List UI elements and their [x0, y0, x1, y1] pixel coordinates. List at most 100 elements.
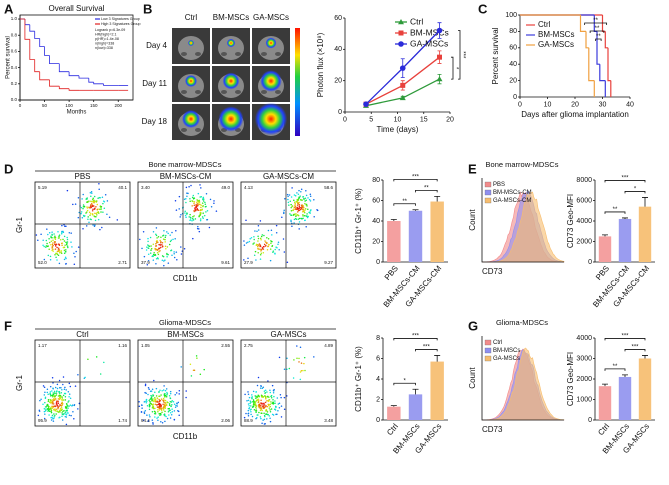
dot	[58, 234, 61, 236]
quadrant-percent: 52.0	[38, 260, 47, 265]
dot	[192, 218, 195, 221]
dot	[98, 196, 101, 199]
dot	[263, 423, 266, 425]
dot	[304, 197, 307, 200]
x-axis-label: Time (days)	[377, 125, 419, 134]
dot	[158, 250, 160, 253]
dot	[257, 394, 259, 397]
dot	[274, 248, 276, 251]
y-tick-label: 1000	[576, 396, 592, 403]
dot	[44, 401, 46, 404]
dot	[305, 194, 308, 197]
dot	[52, 409, 55, 411]
dot	[261, 403, 263, 405]
mouse-eye	[235, 52, 241, 56]
dot	[266, 418, 268, 420]
dot	[202, 217, 204, 220]
dot	[199, 203, 201, 206]
dot	[155, 404, 158, 406]
dot	[74, 256, 76, 258]
dot	[270, 394, 273, 397]
dot	[169, 234, 171, 236]
dot	[259, 407, 262, 410]
dot	[72, 411, 74, 413]
plot-frame	[137, 181, 234, 269]
dot	[96, 211, 99, 214]
dot	[258, 248, 260, 250]
dot	[40, 398, 42, 401]
dot	[274, 400, 276, 402]
legend-label: BM-MSCs	[493, 348, 520, 354]
dot	[155, 399, 157, 401]
dot	[51, 416, 53, 418]
dot	[91, 214, 94, 216]
dot	[256, 230, 258, 232]
dot	[141, 247, 143, 250]
dot	[267, 403, 270, 406]
dot	[170, 239, 173, 241]
x-axis-label: Days after glioma implantation	[521, 110, 629, 119]
dot	[81, 217, 84, 219]
dot	[52, 401, 54, 404]
dot	[257, 237, 260, 240]
marker	[400, 82, 406, 88]
dot	[278, 402, 281, 405]
dot	[196, 357, 198, 359]
dot	[156, 237, 158, 239]
dot	[59, 239, 62, 241]
x-tick-label: 20	[571, 101, 579, 108]
dot	[266, 391, 268, 393]
survival-step	[78, 75, 89, 79]
dot	[66, 189, 69, 192]
dot	[65, 389, 67, 391]
y-tick-label: 2	[376, 396, 380, 403]
dot	[302, 205, 305, 207]
dot	[160, 241, 162, 244]
dot	[198, 199, 200, 202]
dot	[51, 414, 54, 417]
dot	[52, 400, 54, 402]
dot	[59, 411, 61, 413]
dot	[51, 390, 53, 392]
dot	[151, 410, 154, 413]
dot	[61, 224, 63, 227]
dot	[286, 193, 289, 196]
dot	[190, 375, 193, 377]
dot	[147, 393, 149, 396]
dot	[52, 395, 54, 398]
mouse-eye	[221, 90, 227, 94]
dot	[180, 253, 183, 255]
dot	[166, 231, 168, 233]
dot	[144, 384, 147, 387]
dot	[57, 254, 60, 256]
dot	[167, 411, 170, 413]
dot	[99, 206, 102, 208]
dot	[269, 389, 271, 392]
annotation: n(high)=338	[95, 41, 114, 45]
dot	[185, 216, 187, 219]
dot	[148, 414, 151, 416]
dot	[283, 408, 286, 410]
dot	[158, 405, 161, 408]
dot	[162, 406, 165, 409]
dot	[57, 398, 60, 400]
error-bar	[642, 197, 648, 207]
dot	[56, 250, 59, 253]
dot	[67, 391, 70, 393]
plot-frame	[137, 339, 234, 427]
dot	[43, 245, 45, 248]
survival-step	[579, 15, 586, 32]
panel-title: Bone marrow-MDSCs	[486, 160, 559, 169]
dot	[168, 414, 170, 416]
axis-label: CD11b	[173, 274, 198, 283]
dot	[303, 219, 306, 222]
dot	[40, 233, 42, 236]
dot	[54, 414, 56, 417]
dot	[247, 409, 250, 412]
dot	[164, 410, 166, 413]
y-axis-label: CD73 Geo-MFI	[566, 194, 575, 248]
dot	[48, 414, 50, 416]
dot	[175, 209, 178, 211]
dot	[45, 245, 48, 247]
legend-label: PBS	[493, 182, 505, 188]
